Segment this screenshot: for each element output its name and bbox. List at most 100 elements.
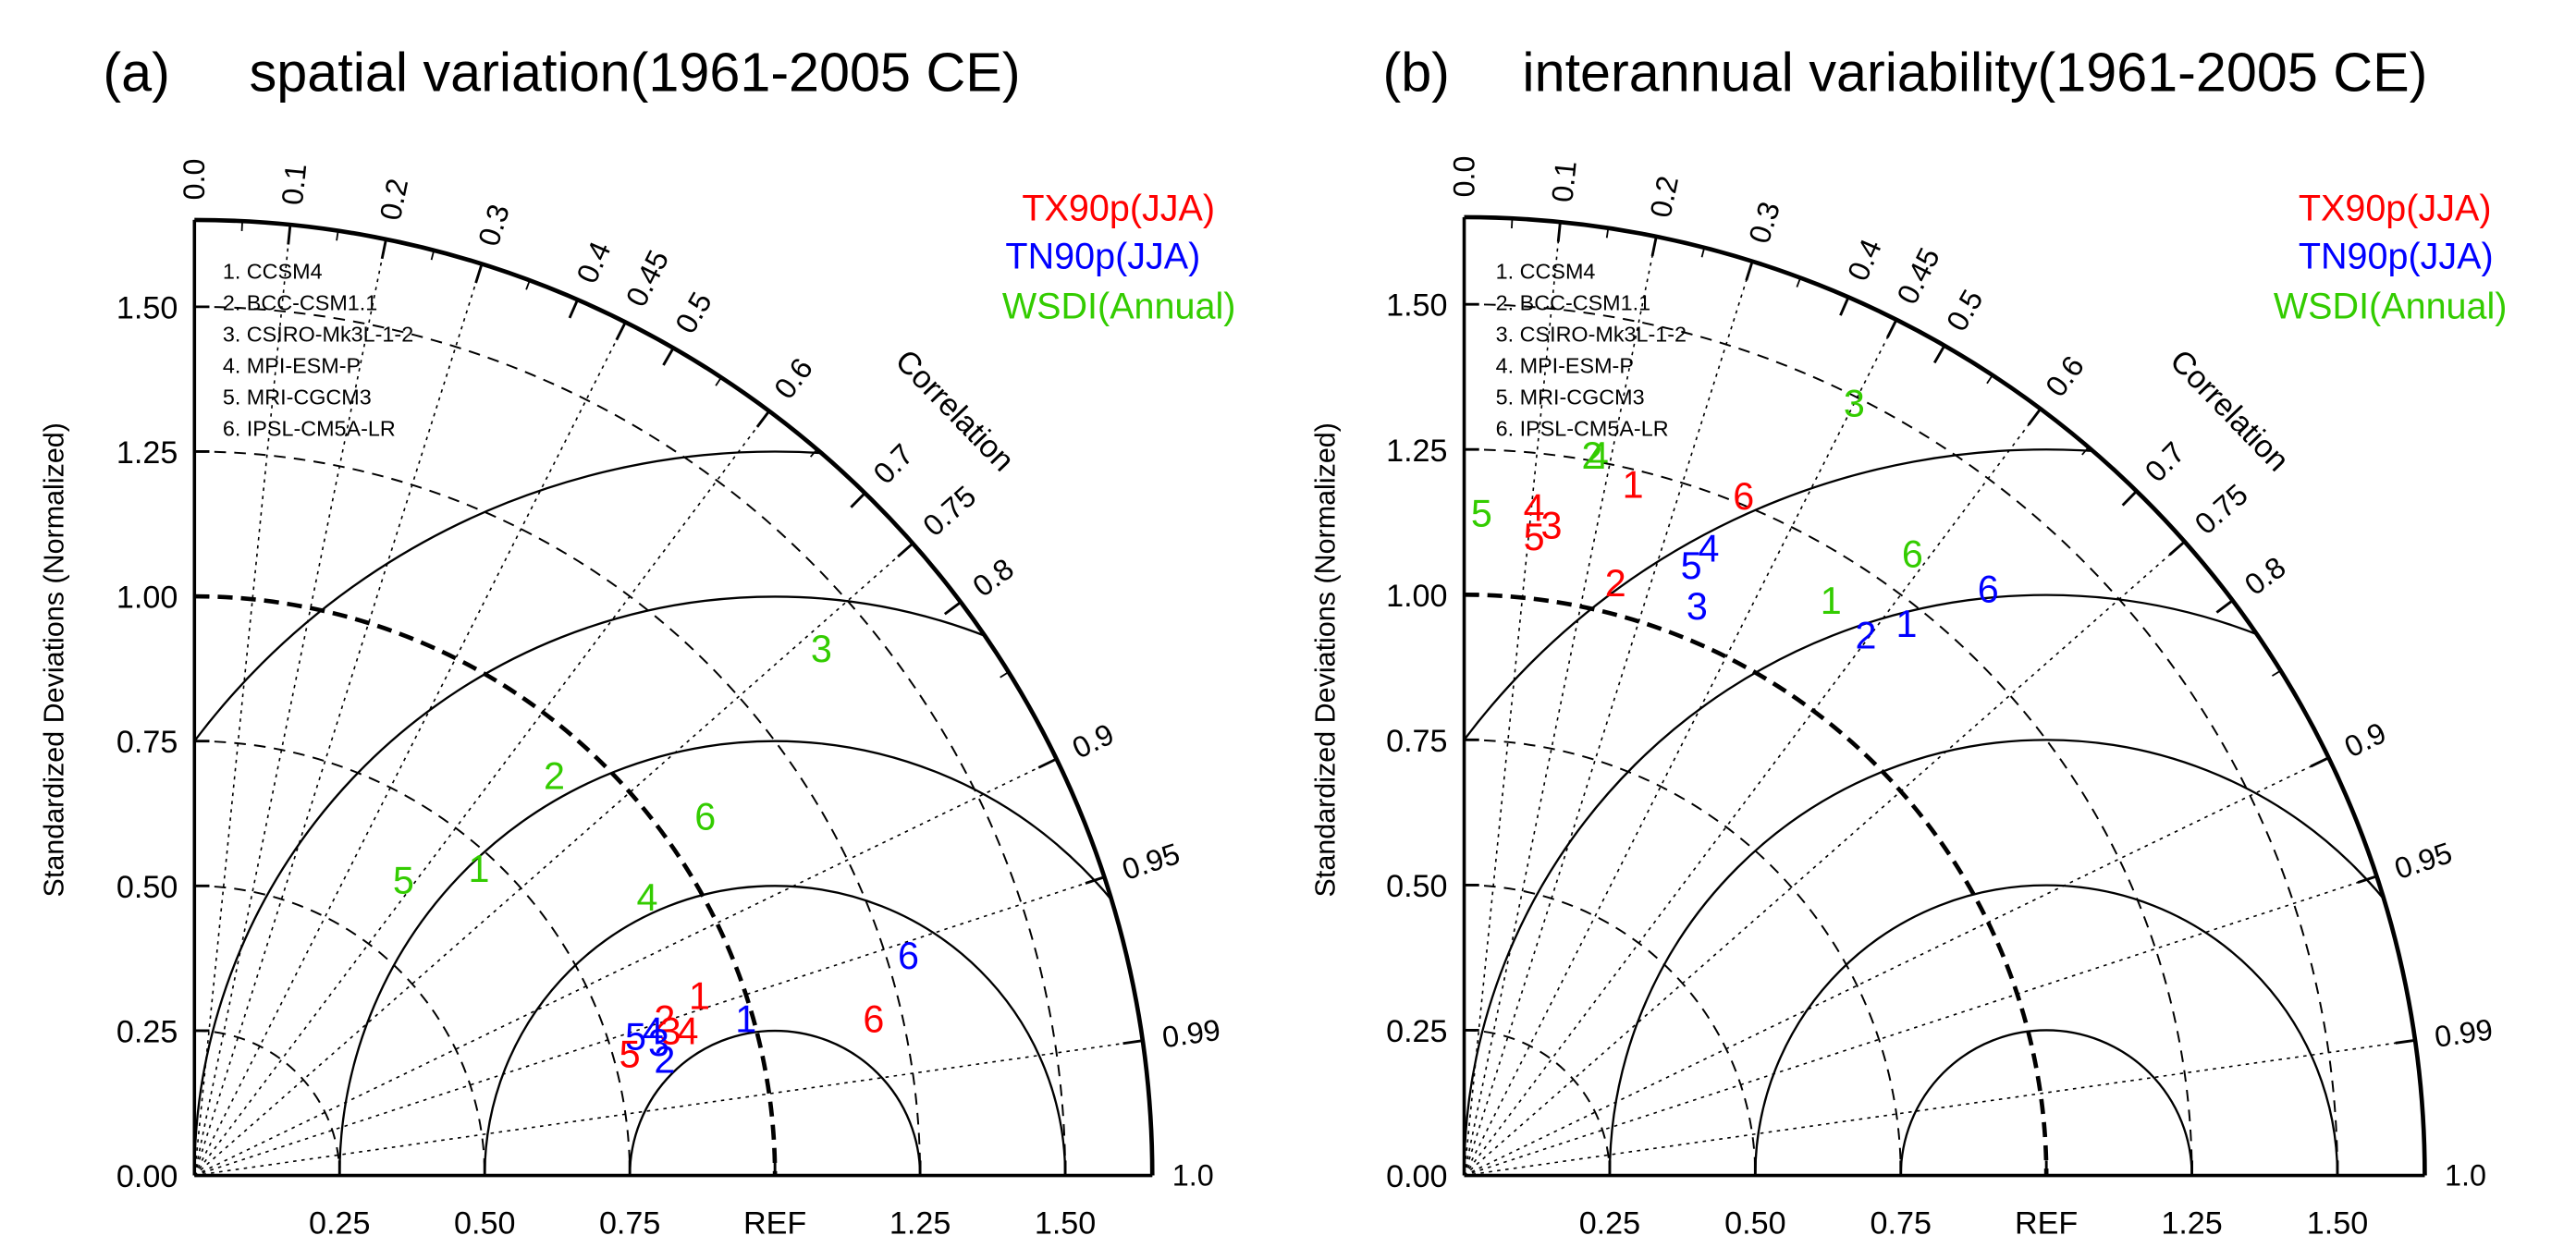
panel-b-corr-tick-label: 0.3 [1742,198,1786,248]
panel-b-corr-tick-label: 0.7 [2139,435,2191,488]
panel-a-model-list-1: 1. CCSM4 [223,259,323,283]
panel-b-legend-tx90p: TX90p(JJA) [2299,189,2492,229]
panel-a-model-list-6: 6. IPSL-CM5A-LR [223,417,396,441]
panel-a-corr-tick-label: 0.99 [1160,1013,1222,1054]
panel-a-corr-tick-label: 0.1 [276,162,313,206]
panel-a-corr-tick-label: 0.0 [178,159,211,201]
panel-b-corr-minor-tick [1558,222,1562,232]
panel-a-std-arc [194,305,1067,1176]
panel-b-point-wsdiannual-6: 6 [1902,533,1923,576]
panel-b-correlation-ray [1463,541,2186,1177]
panel-b-rms-arc [1899,1029,2193,1176]
panel-b-corr-minor-tick [2128,490,2138,499]
panel-a-y-tick-label: 0.00 [117,1159,178,1194]
panel-b-corr-minor-tick [2224,599,2234,607]
panel-b-point-tn90pjja-4: 4 [1698,527,1719,569]
panel-a-corr-minor-tick [383,239,387,250]
panel-b-model-list-4: 4. MPI-ESM-P [1496,354,1634,378]
panel-b-y-tick-label: 0.75 [1386,724,1447,759]
panel-a-model-list-4: 4. MPI-ESM-P [223,354,361,378]
panel-b-y-tick-label: 0.00 [1386,1159,1447,1194]
panel-b-rms-arc [1608,739,2425,1176]
panel-b-corr-tick-label: 0.2 [1644,173,1685,220]
panel-b-point-wsdiannual-1: 1 [1821,580,1842,622]
panel-a-corr-minor-tick [572,299,579,310]
panel-a-ref-arc [194,593,778,1176]
panel-b-corr-minor-tick [2271,669,2282,677]
panel-b-point-tn90pjja-2: 2 [1855,615,1876,657]
panel-b-corr-tick-label: 1.0 [2445,1158,2486,1192]
panel-b-corr-minor-tick [1891,319,1897,329]
panel-b-correlation-ray [1464,875,2377,1177]
panel-b-corr-tick-label: 0.45 [1890,242,1946,309]
panel-b-corr-minor-tick [1653,236,1658,247]
panel-b-point-tx90pjja-1: 1 [1623,463,1644,506]
panel-a-model-list-3: 3. CSIRO-Mk3L-1-2 [223,322,413,346]
panel-b-corr-minor-tick [1938,345,1945,355]
panel-b-correlation-ray [1463,222,1562,1176]
panel-a-point-wsdiannual-2: 2 [544,755,565,798]
panel-a-corr-tick-label: 0.8 [966,552,1020,604]
panel-a-corr-tick-label: 0.2 [374,176,414,223]
panel-b-std-arc [1464,303,2338,1176]
panel-a-corr-minor-tick [477,263,483,275]
panel-b-corr-minor-tick [2319,756,2329,764]
panel-a-corr-minor-tick [336,230,339,241]
panel-a-outer-arc [194,217,1155,1176]
panel-a-correlation-ray [194,876,1105,1177]
panel-b-correlation-ray [1463,408,2042,1177]
panel-b-corr-tick-label: 0.4 [1841,234,1888,286]
panel-a-correlation-ray [193,758,1057,1177]
panel-b-point-tx90pjja-4: 4 [1524,486,1545,529]
panel-a-point-tn90pjja-1: 1 [735,998,756,1041]
panel-a-point-wsdiannual-1: 1 [468,848,489,890]
panel-a-x-tick-label: 0.50 [454,1205,515,1241]
panel-a: (a) spatial variation(1961-2005 CE) TX90… [38,42,1236,1242]
panel-b-corr-minor-tick [1748,261,1754,272]
panel-a-corr-minor-tick [1047,758,1058,765]
panel-a-corr-minor-tick [951,601,962,609]
panel-a-x-tick-label: REF [743,1205,806,1241]
panel-b-y-tick-label: 1.25 [1386,434,1447,469]
panel-b-corr-minor-tick [1700,247,1706,258]
panel-a-x-tick-label: 0.25 [309,1205,370,1241]
panel-b-y-tick-label: 1.00 [1386,579,1447,614]
panel-a-correlation-ray [194,1039,1143,1177]
panel-a-corr-tick [1122,1039,1144,1046]
panel-a-y-tick-label: 1.00 [117,581,178,616]
panel-b-corr-tick-label: 0.99 [2433,1012,2495,1053]
panel-b-point-tx90pjja-6: 6 [1733,475,1754,518]
panel-a-y-tick-label: 1.25 [117,435,178,471]
panel-a-legend-wsdi: WSDI(Annual) [1002,286,1236,326]
panel-b-model-list-5: 5. MRI-CGCM3 [1496,385,1645,410]
panel-a-rms-arc [338,740,1153,1176]
panel-b-x-tick-label: 1.25 [2161,1205,2222,1241]
panel-b-std-arc [1464,884,1757,1176]
panel-b-corr-minor-tick [2177,541,2186,549]
panel-a-point-tn90pjja-3: 3 [648,1021,669,1064]
panel-b-std-arc [1464,448,2193,1176]
panel-a-corr-tick-label: 0.7 [867,437,920,490]
panel-b-rms-arc [1464,593,2425,1176]
panel-b-title: interannual variability(1961-2005 CE) [1522,42,2427,104]
panel-a-correlation-ray [193,263,483,1176]
panel-b: (b) interannual variability(1961-2005 CE… [1309,42,2507,1242]
panel-b-correlation-ray [1464,756,2329,1177]
panel-a-corr-tick-label: 1.0 [1172,1158,1214,1192]
panel-b-point-tn90pjja-5: 5 [1681,544,1702,587]
panel-b-legend-tn90p: TN90p(JJA) [2299,237,2494,277]
panel-a-corr-minor-tick [1094,875,1105,881]
panel-b-x-tick-label: REF [2015,1205,2078,1241]
panel-b-point-wsdiannual-2: 2 [1582,434,1603,477]
panel-b-y-tick-label: 1.50 [1386,288,1447,324]
panel-b-corr-minor-tick [1986,374,1993,385]
panel-a-correlation-ray [193,239,387,1176]
panel-b-point-tx90pjja-3: 3 [1540,504,1562,546]
panel-b-label: (b) [1382,42,1449,104]
panel-a-std-arc [194,1029,341,1176]
panel-b-point-tn90pjja-1: 1 [1896,603,1918,645]
panel-a-point-tx90pjja-6: 6 [863,998,884,1041]
panel-a-y-tick-label: 1.50 [117,290,178,325]
panel-a-x-tick-label: 1.50 [1035,1205,1096,1241]
panel-a-corr-minor-tick [288,224,291,235]
